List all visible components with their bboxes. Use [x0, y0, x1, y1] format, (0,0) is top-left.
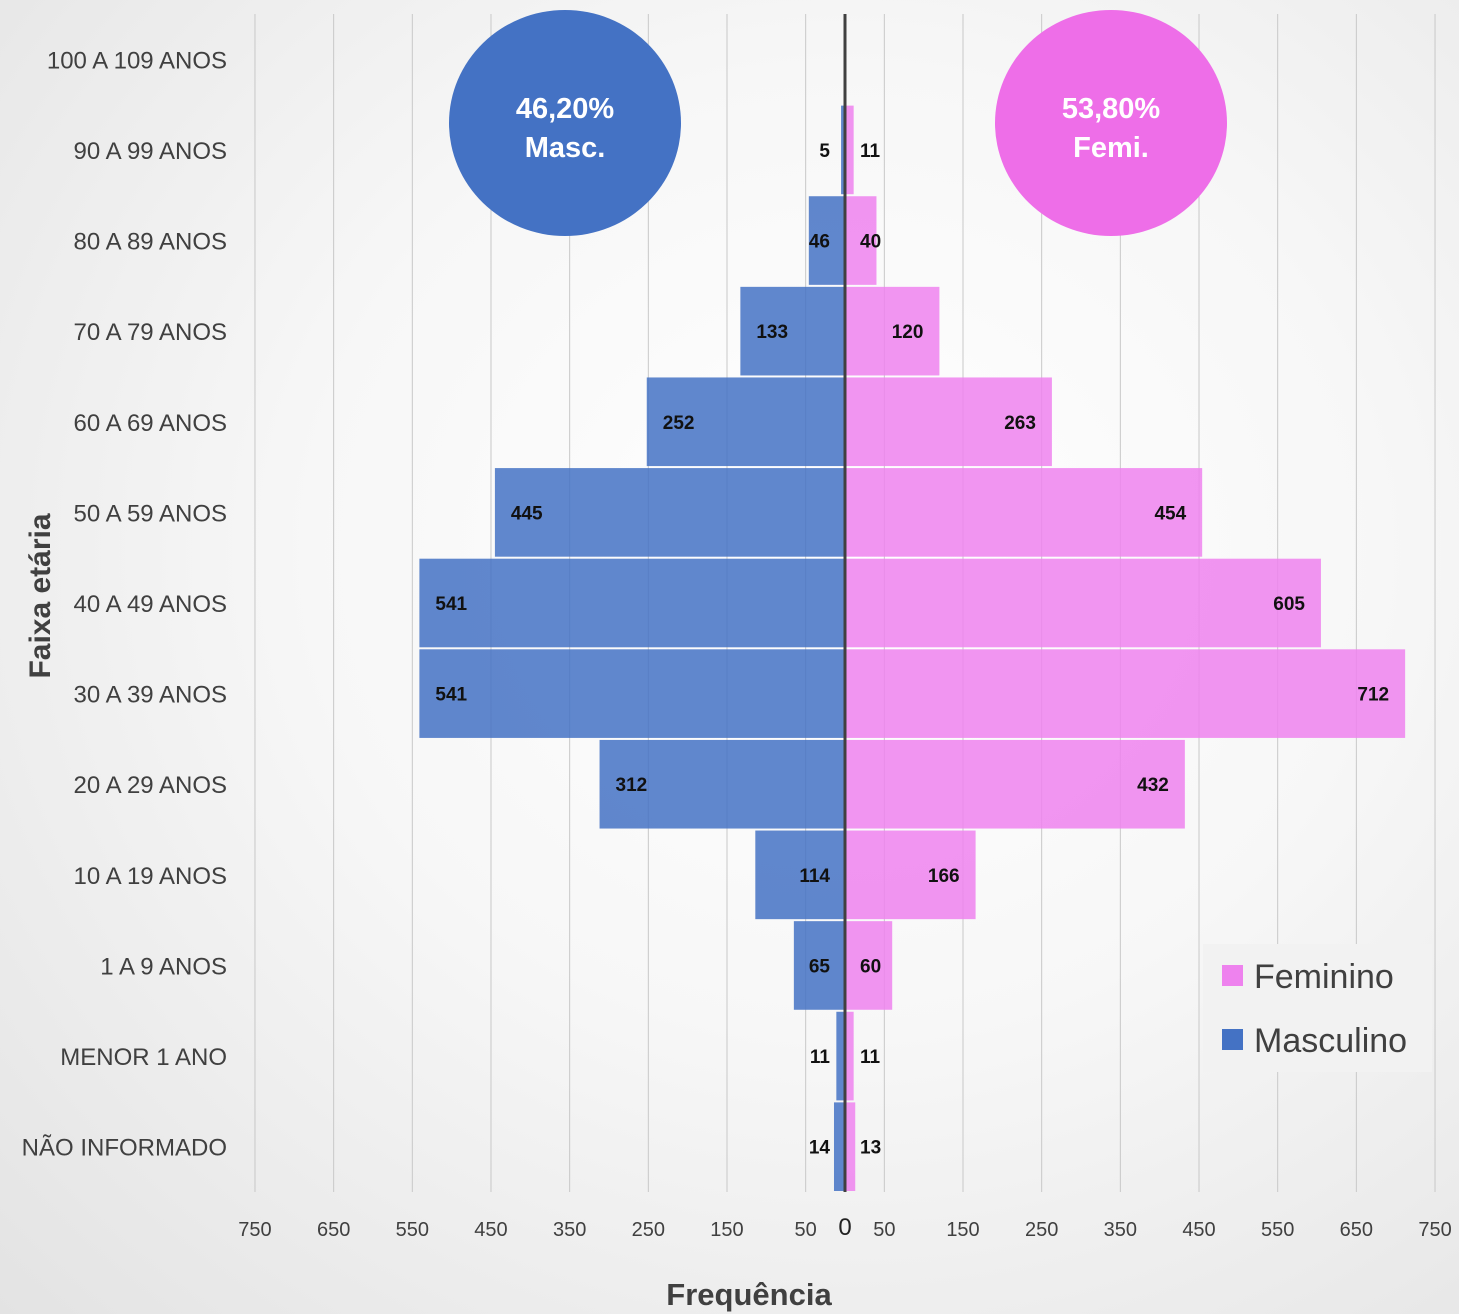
- data-label-feminino: 454: [1154, 503, 1186, 524]
- bar-feminino-11: [845, 105, 854, 195]
- category-label: 70 A 79 ANOS: [74, 319, 227, 346]
- data-label-masculino: 445: [511, 503, 543, 524]
- tick-label: 50: [795, 1219, 817, 1241]
- data-label-feminino: 166: [928, 866, 960, 887]
- bar-masculino-4: [599, 739, 845, 829]
- bar-masculino-5: [419, 649, 845, 738]
- category-label: 100 A 109 ANOS: [47, 47, 227, 74]
- bar-masculino-11: [841, 105, 845, 195]
- x-axis-title: Frequência: [666, 1277, 832, 1312]
- category-label: MENOR 1 ANO: [60, 1044, 227, 1071]
- tick-label: 350: [1104, 1219, 1137, 1241]
- bar-feminino-6: [845, 558, 1321, 648]
- annotation-percent-male: 46,20%: [516, 93, 615, 125]
- annotation-bubble-female: [995, 10, 1227, 236]
- legend-swatch-masculino: [1222, 1029, 1243, 1050]
- bar-masculino-3: [755, 830, 845, 920]
- bar-feminino-10: [845, 196, 877, 285]
- annotation-bubble-male: [449, 10, 681, 236]
- tick-label: 650: [317, 1219, 350, 1241]
- bar-feminino-3: [845, 830, 976, 920]
- tick-label: 150: [946, 1219, 979, 1241]
- bar-feminino-2: [845, 921, 893, 1010]
- tick-label: 450: [474, 1219, 507, 1241]
- tick-label: 150: [710, 1219, 743, 1241]
- annotation-label-male: Masc.: [525, 132, 606, 164]
- bar-feminino-4: [845, 739, 1185, 829]
- bar-feminino-0: [845, 1102, 856, 1191]
- bar-masculino-1: [836, 1011, 845, 1101]
- legend-label-feminino: Feminino: [1254, 958, 1394, 996]
- legend-label-masculino: Masculino: [1254, 1022, 1407, 1060]
- category-label: 50 A 59 ANOS: [74, 500, 227, 527]
- data-label-feminino: 712: [1357, 685, 1389, 706]
- category-label: 1 A 9 ANOS: [100, 953, 227, 980]
- tick-label: 350: [553, 1219, 586, 1241]
- category-label: 10 A 19 ANOS: [74, 863, 227, 890]
- bar-masculino-7: [494, 468, 845, 557]
- data-label-masculino: 5: [819, 141, 830, 162]
- data-label-masculino: 252: [663, 413, 695, 434]
- tick-label: 750: [1418, 1219, 1451, 1241]
- tick-label-zero: 0: [838, 1214, 851, 1241]
- data-label-masculino: 14: [809, 1138, 831, 1159]
- tick-label: 250: [1025, 1219, 1058, 1241]
- tick-label: 550: [396, 1219, 429, 1241]
- data-label-masculino: 46: [809, 232, 830, 253]
- category-label: 90 A 99 ANOS: [74, 138, 227, 165]
- data-label-masculino: 11: [810, 1047, 831, 1068]
- bar-feminino-1: [845, 1011, 854, 1101]
- bar-masculino-6: [419, 558, 845, 648]
- data-label-feminino: 13: [860, 1138, 881, 1159]
- data-label-masculino: 541: [435, 594, 467, 615]
- annotation-percent-female: 53,80%: [1062, 93, 1161, 125]
- category-label: 80 A 89 ANOS: [74, 229, 227, 256]
- tick-label: 750: [238, 1219, 271, 1241]
- bar-masculino-8: [646, 377, 845, 467]
- data-label-masculino: 312: [616, 775, 648, 796]
- bar-feminino-7: [845, 468, 1203, 557]
- annotation-label-female: Femi.: [1073, 132, 1149, 164]
- data-label-feminino: 11: [860, 141, 881, 162]
- data-label-feminino: 11: [860, 1047, 881, 1068]
- bar-masculino-10: [808, 196, 845, 285]
- tick-label: 50: [873, 1219, 895, 1241]
- data-label-feminino: 120: [892, 322, 924, 343]
- category-label: 20 A 29 ANOS: [74, 772, 227, 799]
- bar-masculino-0: [833, 1102, 845, 1191]
- bar-feminino-8: [845, 377, 1052, 467]
- tick-label: 550: [1261, 1219, 1294, 1241]
- data-label-feminino: 605: [1273, 594, 1305, 615]
- y-axis-title: Faixa etária: [24, 513, 57, 678]
- bar-masculino-9: [740, 286, 845, 376]
- category-label: NÃO INFORMADO: [22, 1135, 227, 1162]
- bar-masculino-2: [793, 921, 845, 1010]
- data-label-feminino: 432: [1137, 775, 1169, 796]
- data-label-masculino: 133: [756, 322, 788, 343]
- tick-label: 650: [1340, 1219, 1373, 1241]
- category-label: 30 A 39 ANOS: [74, 682, 227, 709]
- legend-swatch-feminino: [1222, 965, 1243, 986]
- data-label-feminino: 60: [860, 956, 881, 977]
- data-label-masculino: 65: [809, 956, 831, 977]
- data-label-feminino: 263: [1004, 413, 1036, 434]
- data-label-masculino: 114: [799, 866, 830, 887]
- data-label-masculino: 541: [435, 685, 467, 706]
- data-label-feminino: 40: [860, 232, 881, 253]
- category-label: 40 A 49 ANOS: [74, 591, 227, 618]
- category-label: 60 A 69 ANOS: [74, 410, 227, 437]
- bar-feminino-5: [845, 649, 1406, 738]
- tick-label: 450: [1182, 1219, 1215, 1241]
- tick-label: 250: [632, 1219, 665, 1241]
- bar-feminino-9: [845, 286, 940, 376]
